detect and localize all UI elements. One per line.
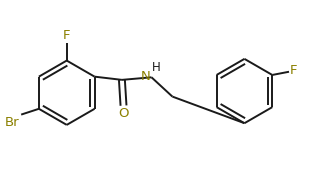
Text: N: N [141, 70, 151, 83]
Text: O: O [118, 107, 129, 120]
Text: F: F [290, 64, 297, 77]
Text: Br: Br [5, 116, 20, 129]
Text: H: H [152, 61, 161, 74]
Text: F: F [63, 29, 71, 42]
